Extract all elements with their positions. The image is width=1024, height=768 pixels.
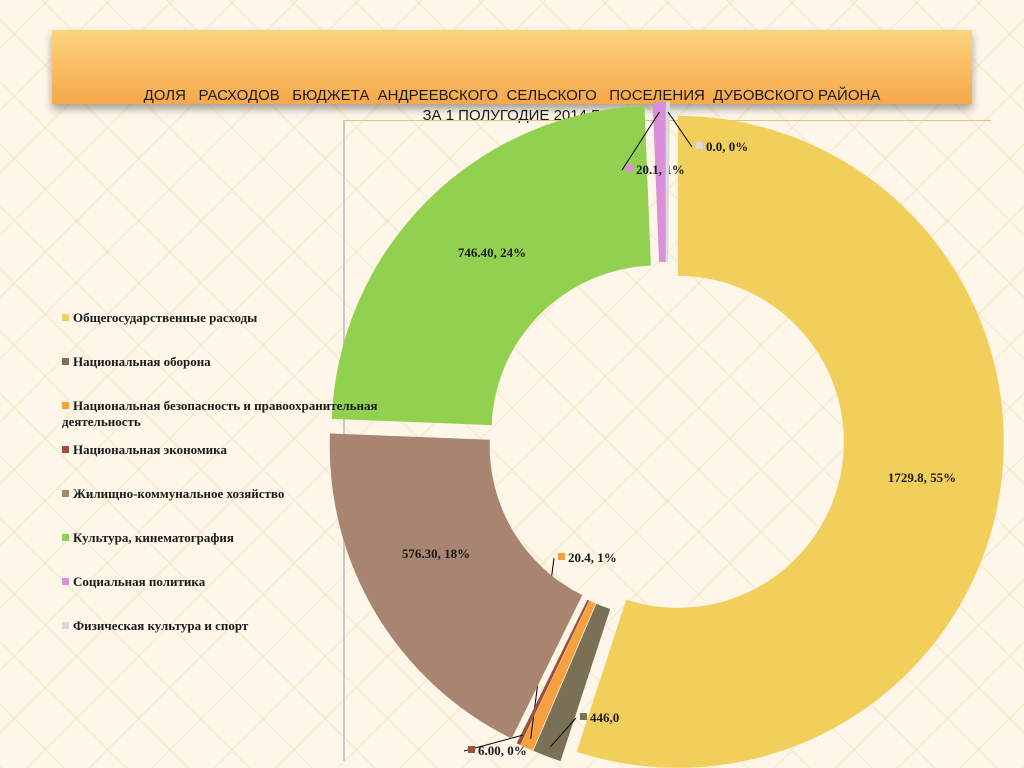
legend-swatch <box>62 622 69 629</box>
slice-национальная-оборона <box>533 603 611 762</box>
slice-физическая-культура-и-спорт <box>666 102 670 263</box>
slice-национальная-экономика <box>516 599 590 745</box>
data-label-национальная-безопасность-и-правоохранительная-деятельность: 20.4, 1% <box>568 550 617 565</box>
legend-item: Национальная экономика <box>62 442 442 458</box>
data-label-национальная-оборона: 446,0 <box>590 710 619 725</box>
legend-item: Национальная безопасность и правоохранит… <box>62 398 442 430</box>
leader-line <box>621 111 660 171</box>
slice-культура-кинематография <box>331 105 651 426</box>
legend-swatch <box>62 314 69 321</box>
legend-swatch <box>62 402 69 409</box>
title-banner: Доля расходов бюджета Андреевского сельс… <box>52 30 972 124</box>
data-label-жилищно-коммунальное-хозяйство: 576.30, 18% <box>402 546 470 561</box>
leader-line <box>549 717 577 748</box>
leader-line <box>667 111 693 148</box>
data-label-культура-кинематография: 746.40, 24% <box>458 245 526 260</box>
legend-label: Культура, кинематография <box>73 530 234 545</box>
slice-общегосударственные-расходы <box>576 115 1004 768</box>
legend-label: Жилищно-коммунальное хозяйство <box>73 486 285 501</box>
legend-label: Социальная политика <box>73 574 206 589</box>
legend-swatch <box>62 578 69 585</box>
legend-label: Физическая культура и спорт <box>73 618 249 633</box>
legend-item: Жилищно-коммунальное хозяйство <box>62 486 442 502</box>
legend-swatch <box>62 490 69 497</box>
legend-swatch <box>62 446 69 453</box>
label-key-swatch <box>558 553 565 560</box>
label-key-swatch <box>626 165 633 172</box>
label-key-swatch <box>580 713 587 720</box>
label-key-swatch <box>468 746 475 753</box>
slice-социальная-политика <box>652 102 666 263</box>
legend-label: Общегосударственные расходы <box>73 310 258 325</box>
data-label-национальная-экономика: 6.00, 0% <box>478 743 527 758</box>
legend-label: Национальная оборона <box>73 354 211 369</box>
data-label-социальная-политика: 20.1, 1% <box>636 162 685 177</box>
legend-item: Национальная оборона <box>62 354 442 370</box>
data-label-общегосударственные-расходы: 1729.8, 55% <box>888 470 956 485</box>
legend-label: Национальная безопасность и правоохранит… <box>62 398 378 429</box>
legend-item: Физическая культура и спорт <box>62 618 442 634</box>
legend-item: Социальная политика <box>62 574 442 590</box>
legend-swatch <box>62 534 69 541</box>
legend-item: Общегосударственные расходы <box>62 310 442 326</box>
data-label-физическая-культура-и-спорт: 0.0, 0% <box>706 139 748 154</box>
slice-жилищно-коммунальное-хозяйство <box>329 433 583 739</box>
legend-label: Национальная экономика <box>73 442 227 457</box>
legend-swatch <box>62 358 69 365</box>
legend-item: Культура, кинематография <box>62 530 442 546</box>
slice-национальная-безопасность-и-правоохранительная-деятельность <box>520 600 596 751</box>
label-key-swatch <box>696 142 703 149</box>
